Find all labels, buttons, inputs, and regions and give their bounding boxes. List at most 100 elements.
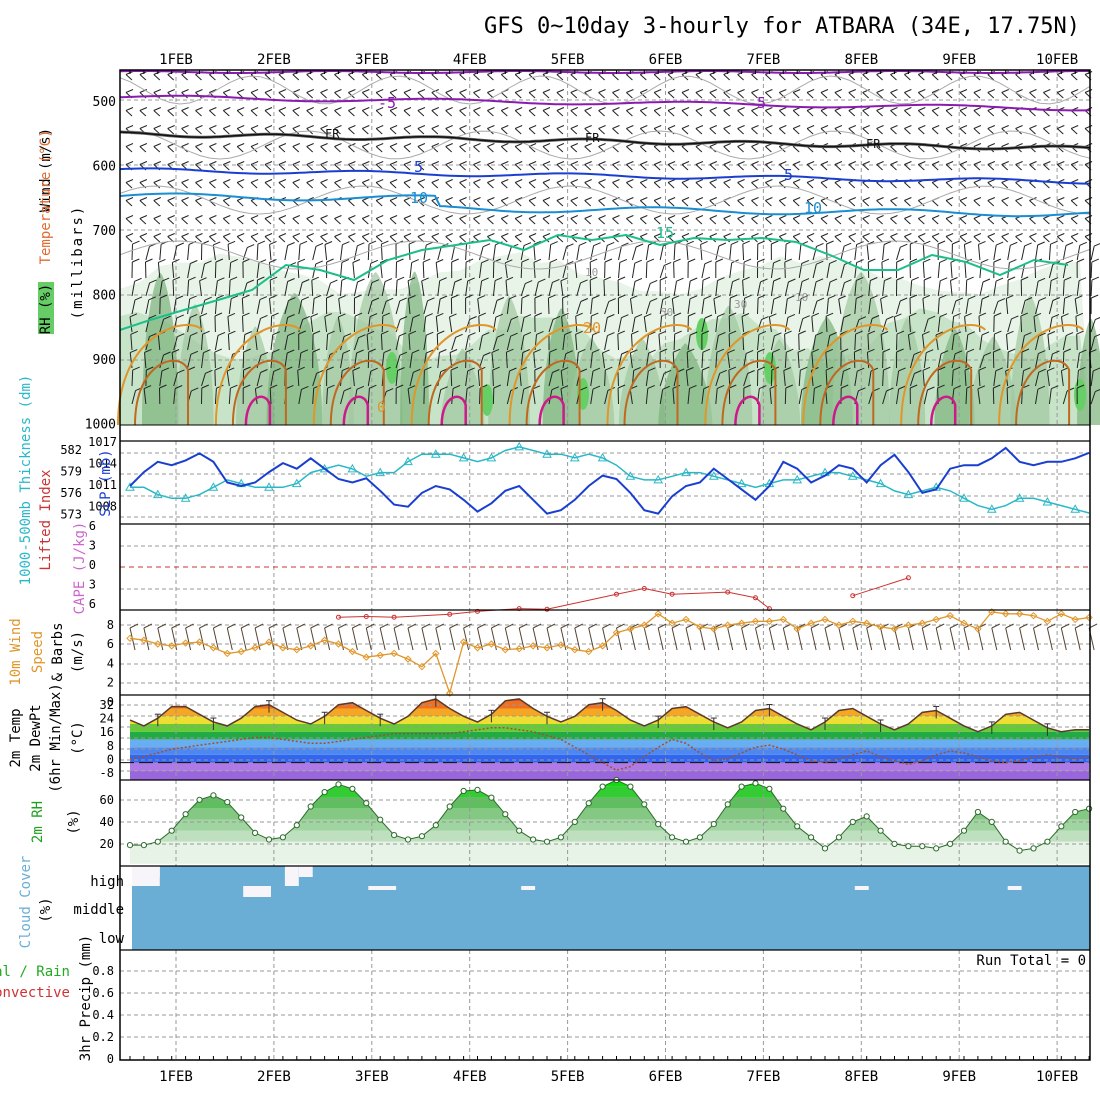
wind-barb-flag: [848, 161, 856, 165]
wind-barb-flag: [788, 278, 796, 283]
day-label-bottom: 6FEB: [649, 1069, 683, 1085]
wind-barb-flag: [704, 260, 712, 265]
rh-contour: [119, 185, 1091, 215]
wind-barb: [931, 200, 939, 207]
wind-barb-flag: [523, 242, 532, 247]
wind10m-point: [654, 610, 662, 618]
wind-barb: [770, 299, 775, 315]
wind-barb: [631, 246, 637, 261]
wind-barb-flag: [376, 143, 384, 147]
wind-barb-flag: [1029, 161, 1037, 165]
wind10m-barb-flag: [560, 623, 570, 629]
wind-barb: [1090, 336, 1096, 351]
wind-barb: [403, 110, 411, 117]
wind-barb: [904, 218, 911, 225]
wind-barb-flag: [717, 277, 725, 282]
wind-barb: [431, 164, 439, 171]
wind-barb-flag: [298, 330, 306, 335]
wind-barb: [129, 316, 133, 333]
rh-plume: [832, 272, 890, 425]
wind-barb-flag: [227, 312, 236, 317]
wind-barb: [602, 352, 606, 369]
wind-barb: [653, 110, 661, 117]
wind-barb-flag: [181, 89, 189, 93]
wind-barb-flag: [473, 89, 481, 93]
wind-barb-flag: [561, 367, 569, 372]
wind10m-point: [445, 689, 454, 697]
wind-barb: [848, 92, 856, 99]
wind-barb-flag: [945, 107, 954, 111]
wind-barb-flag: [483, 352, 491, 356]
wind-barb-flag: [334, 233, 342, 237]
wind-barb: [506, 319, 512, 333]
rh-contour: [119, 75, 1091, 105]
thickness-point: [208, 482, 219, 491]
wind-barb-flag: [945, 161, 954, 165]
wind-barb: [1056, 218, 1064, 225]
wind-barb: [187, 280, 190, 297]
cloud-high-gap: [145, 866, 160, 877]
wind-barb: [667, 164, 675, 171]
wind-barb-flag: [922, 294, 931, 299]
wind-barb-flag: [209, 107, 217, 111]
wind-barb: [479, 262, 482, 279]
wind-barb-flag: [459, 197, 467, 201]
wind-barb-flag: [900, 243, 908, 248]
wind10m-point: [988, 608, 996, 616]
wind-barb-flag: [1006, 294, 1014, 299]
wind-barb-flag: [273, 367, 281, 372]
wind10m-barb: [727, 627, 734, 651]
wind-barb: [1001, 164, 1009, 171]
wind-barb: [765, 128, 772, 135]
wind-barb-flag: [487, 143, 495, 147]
wind-barb: [1061, 316, 1064, 333]
wind-barb-flag: [216, 294, 224, 299]
rh2m-point: [182, 811, 189, 818]
wind-barb: [533, 352, 536, 369]
wind-barb-flag: [1084, 215, 1093, 219]
wind-barb: [570, 74, 578, 81]
wind-barb-flag: [959, 233, 968, 237]
wind-barb: [1021, 263, 1026, 279]
isotherm-20: [998, 323, 1084, 426]
wind-barb-flag: [793, 107, 801, 111]
wind-barb: [751, 128, 758, 135]
wind-barb: [226, 370, 230, 387]
wind-barb: [306, 92, 314, 99]
wind-barb: [959, 128, 967, 135]
wind-barb-flag: [389, 143, 398, 147]
wind-barb-flag: [538, 278, 546, 283]
wind-barb-flag: [175, 295, 184, 300]
ylabel-lifted-index: Lifted Index: [38, 469, 54, 570]
wind-barb: [1021, 245, 1026, 261]
wind-barb-flag: [826, 240, 834, 245]
wind-barb-flag: [341, 258, 350, 263]
rh2m-point: [780, 805, 787, 812]
wind10m-barb: [171, 627, 178, 651]
wind-barb-flag: [153, 143, 161, 147]
wind-barb: [209, 218, 216, 225]
wind-barb: [269, 298, 272, 315]
wind-barb-flag: [1071, 233, 1079, 237]
wind-barb: [353, 337, 359, 351]
wind-barb-flag: [278, 233, 287, 237]
wind-barb: [590, 334, 594, 351]
wind-barb-flag: [773, 259, 781, 264]
wind-barb: [542, 92, 550, 99]
wind-barb: [1046, 370, 1050, 387]
wind-barb: [904, 200, 911, 207]
rh2m-point: [307, 803, 314, 810]
rh2m-point: [335, 781, 342, 788]
wind-barb-flag: [153, 215, 161, 219]
wind10m-barb-flag: [685, 623, 695, 629]
wind-barb: [227, 244, 230, 261]
rh2m-point: [808, 834, 815, 841]
wind-barb: [820, 92, 828, 99]
wind-barb-flag: [260, 369, 268, 373]
wind-barb: [765, 92, 772, 99]
wind-barb-flag: [167, 233, 175, 237]
